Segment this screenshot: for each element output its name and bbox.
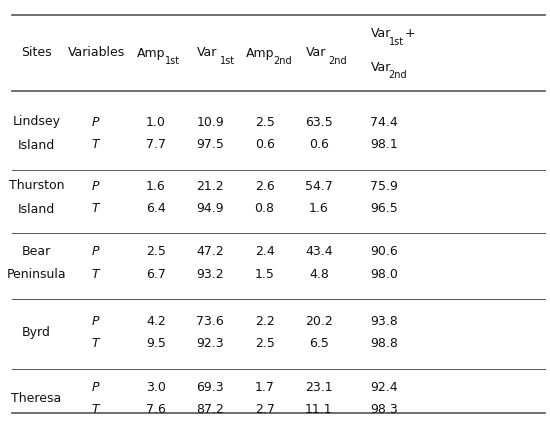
Text: Theresa: Theresa	[11, 392, 62, 405]
Text: $\it{T}$: $\it{T}$	[91, 202, 101, 215]
Text: 54.7: 54.7	[305, 179, 333, 192]
Text: Bear: Bear	[21, 245, 51, 257]
Text: 2.2: 2.2	[255, 315, 274, 328]
Text: Var: Var	[305, 47, 326, 59]
Text: $\it{P}$: $\it{P}$	[91, 381, 101, 394]
Text: $\it{P}$: $\it{P}$	[91, 245, 101, 258]
Text: $\it{T}$: $\it{T}$	[91, 338, 101, 351]
Text: 23.1: 23.1	[305, 381, 333, 394]
Text: 6.5: 6.5	[309, 338, 329, 351]
Text: 1.0: 1.0	[146, 116, 166, 129]
Text: 0.6: 0.6	[309, 138, 329, 151]
Text: 63.5: 63.5	[305, 116, 333, 129]
Text: 87.2: 87.2	[196, 403, 224, 416]
Text: 2.6: 2.6	[255, 179, 274, 192]
Text: 4.8: 4.8	[309, 268, 329, 281]
Text: 1st: 1st	[164, 56, 180, 66]
Text: 1st: 1st	[388, 36, 404, 47]
Text: 2.5: 2.5	[255, 116, 274, 129]
Text: 6.4: 6.4	[146, 202, 166, 215]
Text: Amp: Amp	[246, 47, 274, 59]
Text: 6.7: 6.7	[146, 268, 166, 281]
Text: 4.2: 4.2	[146, 315, 166, 328]
Text: 93.2: 93.2	[196, 268, 224, 281]
Text: 7.7: 7.7	[146, 138, 166, 151]
Text: 2.7: 2.7	[255, 403, 274, 416]
Text: 75.9: 75.9	[370, 179, 398, 192]
Text: 2.5: 2.5	[255, 338, 274, 351]
Text: 98.8: 98.8	[370, 338, 398, 351]
Text: 93.8: 93.8	[370, 315, 398, 328]
Text: 92.4: 92.4	[370, 381, 398, 394]
Text: 1.7: 1.7	[255, 381, 274, 394]
Text: Var: Var	[197, 47, 217, 59]
Text: Lindsey: Lindsey	[12, 115, 60, 128]
Text: Variables: Variables	[68, 47, 125, 59]
Text: $\it{T}$: $\it{T}$	[91, 403, 101, 416]
Text: 10.9: 10.9	[196, 116, 224, 129]
Text: 1st: 1st	[220, 56, 235, 66]
Text: $\it{P}$: $\it{P}$	[91, 116, 101, 129]
Text: 97.5: 97.5	[196, 138, 224, 151]
Text: Island: Island	[18, 203, 55, 215]
Text: 43.4: 43.4	[305, 245, 333, 258]
Text: 2nd: 2nd	[273, 56, 292, 66]
Text: 47.2: 47.2	[196, 245, 224, 258]
Text: 94.9: 94.9	[196, 202, 224, 215]
Text: 1.5: 1.5	[255, 268, 274, 281]
Text: 98.0: 98.0	[370, 268, 398, 281]
Text: 0.6: 0.6	[255, 138, 274, 151]
Text: Island: Island	[18, 139, 55, 152]
Text: 7.6: 7.6	[146, 403, 166, 416]
Text: 21.2: 21.2	[196, 179, 224, 192]
Text: 90.6: 90.6	[370, 245, 398, 258]
Text: $\it{T}$: $\it{T}$	[91, 268, 101, 281]
Text: $\it{P}$: $\it{P}$	[91, 315, 101, 328]
Text: 73.6: 73.6	[196, 315, 224, 328]
Text: $\it{P}$: $\it{P}$	[91, 179, 101, 192]
Text: 9.5: 9.5	[146, 338, 166, 351]
Text: Peninsula: Peninsula	[7, 268, 66, 281]
Text: Byrd: Byrd	[22, 326, 51, 339]
Text: +: +	[400, 28, 415, 40]
Text: 20.2: 20.2	[305, 315, 333, 328]
Text: 74.4: 74.4	[370, 116, 398, 129]
Text: 2nd: 2nd	[388, 70, 407, 81]
Text: 2nd: 2nd	[329, 56, 348, 66]
Text: 1.6: 1.6	[146, 179, 166, 192]
Text: 0.8: 0.8	[255, 202, 274, 215]
Text: 3.0: 3.0	[146, 381, 166, 394]
Text: 11.1: 11.1	[305, 403, 333, 416]
Text: Sites: Sites	[21, 47, 52, 59]
Text: 98.1: 98.1	[370, 138, 398, 151]
Text: Thurston: Thurston	[8, 179, 64, 192]
Text: Amp: Amp	[138, 47, 166, 59]
Text: $\it{T}$: $\it{T}$	[91, 138, 101, 151]
Text: 1.6: 1.6	[309, 202, 329, 215]
Text: Var: Var	[371, 28, 391, 40]
Text: 98.3: 98.3	[370, 403, 398, 416]
Text: Var: Var	[371, 61, 391, 74]
Text: 2.5: 2.5	[146, 245, 166, 258]
Text: 69.3: 69.3	[196, 381, 224, 394]
Text: 92.3: 92.3	[196, 338, 224, 351]
Text: 96.5: 96.5	[370, 202, 398, 215]
Text: 2.4: 2.4	[255, 245, 274, 258]
